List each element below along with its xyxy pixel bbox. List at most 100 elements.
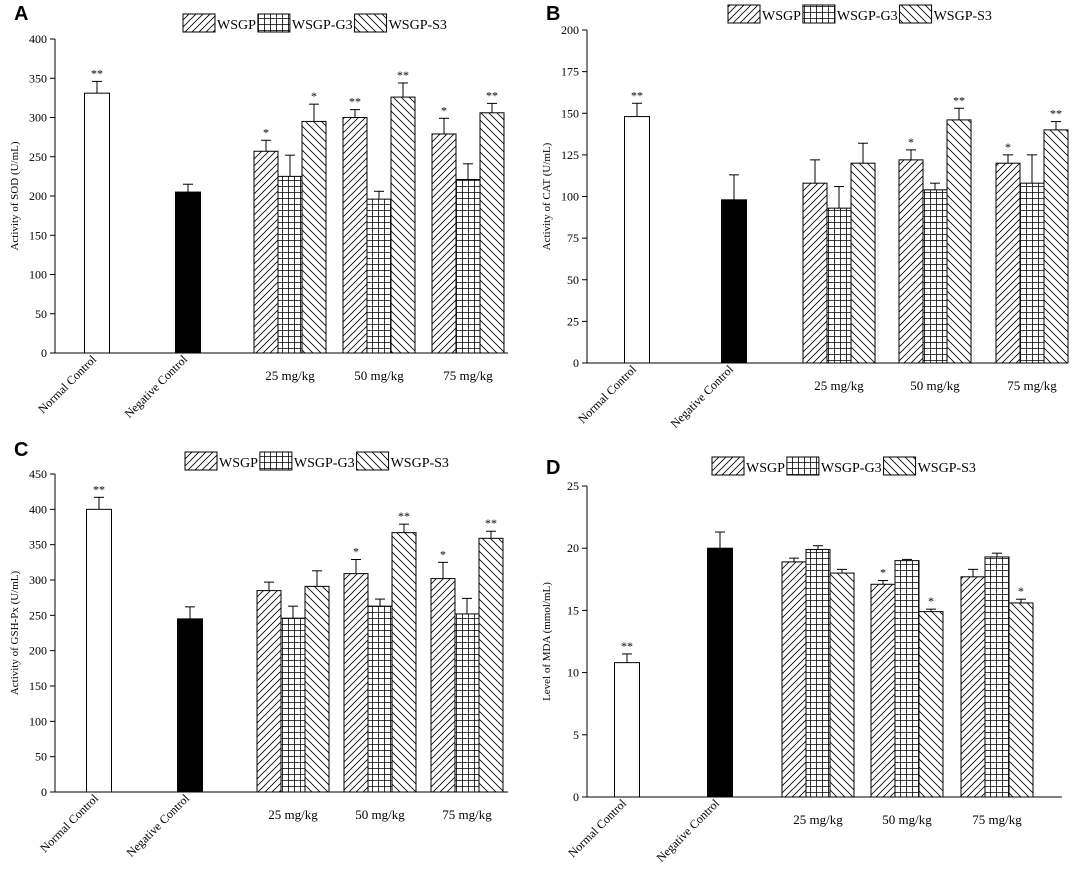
- y-tick-label: 250: [29, 150, 47, 164]
- y-tick-label: 50: [35, 307, 47, 321]
- x-group-label: 25 mg/kg: [265, 368, 315, 383]
- x-category-label: Negative Control: [668, 362, 737, 431]
- significance-mark: *: [1005, 140, 1011, 154]
- significance-mark: **: [349, 95, 361, 109]
- y-tick-label: 450: [29, 467, 47, 481]
- y-tick-label: 350: [29, 71, 47, 85]
- significance-mark: *: [880, 566, 886, 580]
- panel-letter: C: [14, 439, 28, 461]
- legend-label: WSGP-S3: [934, 9, 992, 24]
- significance-mark: *: [441, 103, 447, 117]
- x-category-label: Negative Control: [122, 352, 191, 421]
- significance-mark: **: [398, 509, 410, 523]
- legend-label: WSGP-G3: [821, 461, 882, 476]
- y-tick-label: 5: [573, 728, 579, 742]
- bar-wsgp-s3-2: [946, 119, 972, 364]
- bar-negative-control: [707, 547, 733, 798]
- x-group-label: 75 mg/kg: [443, 368, 493, 383]
- bar-normal-control: [614, 662, 640, 798]
- bar-wsgp-s3-2: [390, 96, 416, 354]
- chart-panel-d: D WSGP WSGP-G3 WSGP-S3 0 5 10 15 20 25 Level of MD…: [541, 456, 1062, 865]
- significance-mark: **: [485, 516, 497, 530]
- x-category-label: Normal Control: [565, 796, 629, 860]
- significance-mark: *: [908, 135, 914, 149]
- x-category-label: Negative Control: [654, 796, 723, 865]
- bar-normal-control: [624, 116, 650, 364]
- bar-wsgp-s3-1: [301, 120, 327, 354]
- legend-swatch: [182, 13, 216, 33]
- legend-swatch: [727, 4, 761, 24]
- y-tick-label: 200: [29, 189, 47, 203]
- bar-wsgp-1: [256, 590, 282, 793]
- legend-label: WSGP-S3: [389, 18, 447, 33]
- bar-wsgp-g3-1: [280, 617, 306, 793]
- chart-panel-b: B WSGP WSGP-G3 WSGP-S3 0 25 50 75 100 125 150 175 20…: [541, 3, 1069, 431]
- bar-wsgp-2: [342, 117, 368, 354]
- y-tick-label: 200: [561, 23, 579, 37]
- bar-wsgp-s3-3: [478, 537, 504, 793]
- x-group-label: 75 mg/kg: [972, 812, 1022, 827]
- bar-wsgp-s3-3: [1043, 129, 1069, 364]
- significance-mark: *: [263, 125, 269, 139]
- y-tick-label: 50: [567, 273, 579, 287]
- significance-mark: *: [311, 89, 317, 103]
- legend-swatch: [259, 451, 293, 471]
- y-tick-label: 150: [561, 106, 579, 120]
- x-category-label: Normal Control: [35, 352, 99, 416]
- bar-wsgp-g3-1: [805, 548, 831, 798]
- y-tick-label: 250: [29, 608, 47, 622]
- y-tick-label: 0: [41, 346, 47, 360]
- legend: WSGP WSGP-G3 WSGP-S3: [184, 451, 449, 471]
- bar-wsgp-s3-1: [829, 572, 855, 798]
- legend-swatch: [356, 451, 390, 471]
- significance-mark: *: [928, 594, 934, 608]
- chart-panel-c: C WSGP WSGP-G3 WSGP-S3 0 50 100 150 200 250 300 350…: [9, 439, 508, 860]
- x-group-label: 50 mg/kg: [354, 368, 404, 383]
- y-tick-label: 20: [567, 541, 579, 555]
- y-tick-label: 0: [41, 785, 47, 799]
- x-group-label: 50 mg/kg: [355, 807, 405, 822]
- y-tick-label: 350: [29, 538, 47, 552]
- x-group-label: 25 mg/kg: [814, 378, 864, 393]
- panel-letter: A: [14, 3, 28, 25]
- bar-wsgp-g3-2: [367, 605, 393, 793]
- y-tick-label: 400: [29, 502, 47, 516]
- bar-wsgp-s3-1: [850, 162, 876, 364]
- chart-panel-a: A WSGP WSGP-G3 WSGP-S3 0 50 100 150 200 250 300 350…: [9, 3, 508, 421]
- legend-swatch: [883, 456, 917, 476]
- bar-wsgp-3: [995, 162, 1021, 364]
- y-tick-label: 10: [567, 666, 579, 680]
- y-tick-label: 150: [29, 228, 47, 242]
- bar-wsgp-g3-3: [455, 179, 481, 354]
- significance-mark: **: [953, 93, 965, 107]
- legend-swatch: [802, 4, 836, 24]
- y-tick-label: 100: [29, 714, 47, 728]
- bar-normal-control: [86, 508, 112, 793]
- bar-wsgp-g3-2: [366, 198, 392, 354]
- bar-wsgp-s3-2: [918, 611, 944, 798]
- bar-wsgp-s3-2: [391, 532, 417, 793]
- y-tick-label: 0: [573, 790, 579, 804]
- significance-mark: **: [621, 639, 633, 653]
- bar-negative-control: [175, 191, 201, 354]
- y-axis-title: Activity of SOD (U/mL): [9, 141, 21, 250]
- bar-wsgp-1: [781, 561, 807, 798]
- significance-mark: **: [397, 68, 409, 82]
- significance-mark: **: [1050, 107, 1062, 121]
- bar-wsgp-g3-3: [454, 613, 480, 793]
- legend-swatch: [899, 4, 933, 24]
- y-tick-label: 0: [573, 356, 579, 370]
- panel-letter: B: [546, 3, 560, 25]
- legend: WSGP WSGP-G3 WSGP-S3: [727, 4, 992, 24]
- legend-label: WSGP: [746, 461, 785, 476]
- y-tick-label: 300: [29, 573, 47, 587]
- y-tick-label: 400: [29, 32, 47, 46]
- legend: WSGP WSGP-G3 WSGP-S3: [711, 456, 976, 476]
- bar-normal-control: [84, 92, 110, 354]
- bar-wsgp-2: [343, 573, 369, 793]
- significance-mark: *: [353, 545, 359, 559]
- y-tick-label: 15: [567, 603, 579, 617]
- legend-label: WSGP-S3: [391, 456, 449, 471]
- x-category-label: Negative Control: [124, 791, 193, 860]
